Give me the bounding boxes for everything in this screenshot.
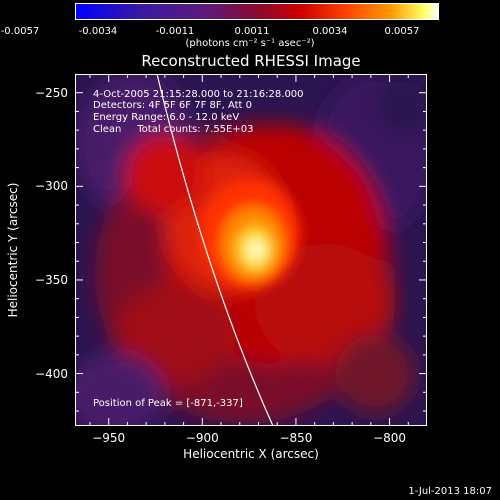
info-clean: Clean Total counts: 7.55E+03 — [93, 124, 254, 135]
x-axis-label: Heliocentric X (arcsec) — [183, 447, 319, 461]
solar-limb — [156, 74, 274, 426]
heatmap-plot — [75, 74, 427, 426]
peak-source — [200, 179, 300, 289]
colorbar-tick-label: -0.0057 — [0, 26, 40, 37]
tick-marks — [75, 74, 427, 426]
colorbar-tick-label: -0.0034 — [78, 26, 118, 37]
info-detectors: Detectors: 4F 5F 6F 7F 8F, Att 0 — [93, 100, 253, 111]
y-tick-label: −300 — [35, 179, 68, 194]
footer-date: 1-Jul-2013 18:07 — [408, 486, 492, 497]
plot-frame — [75, 74, 427, 426]
y-tick-label: −350 — [35, 272, 68, 287]
info-peak: Position of Peak = [-871,-337] — [93, 398, 243, 409]
colorbar-units: (photons cm⁻² s⁻¹ asec⁻²) — [185, 38, 315, 49]
info-time: 4-Oct-2005 21:15:28.000 to 21:16:28.000 — [93, 89, 304, 100]
y-axis-label: Heliocentric Y (arcsec) — [6, 182, 20, 318]
x-tick-label: −800 — [373, 431, 407, 445]
colorbar-tick-label: 0.0011 — [234, 26, 270, 37]
x-tick-label: −900 — [185, 431, 219, 445]
x-tick-label: −950 — [92, 431, 126, 445]
y-tick-label: −400 — [35, 366, 68, 381]
colorbar-tick-label: -0.0011 — [155, 26, 195, 37]
info-energy: Energy Range: 6.0 - 12.0 keV — [93, 112, 240, 123]
y-tick-label: −250 — [35, 85, 68, 100]
plot-title: Reconstructed RHESSI Image — [141, 52, 361, 70]
x-tick-label: −850 — [279, 431, 313, 445]
colorbar-tick-label: 0.0057 — [384, 26, 420, 37]
colorbar — [75, 3, 439, 20]
colorbar-tick-label: 0.0034 — [312, 26, 348, 37]
